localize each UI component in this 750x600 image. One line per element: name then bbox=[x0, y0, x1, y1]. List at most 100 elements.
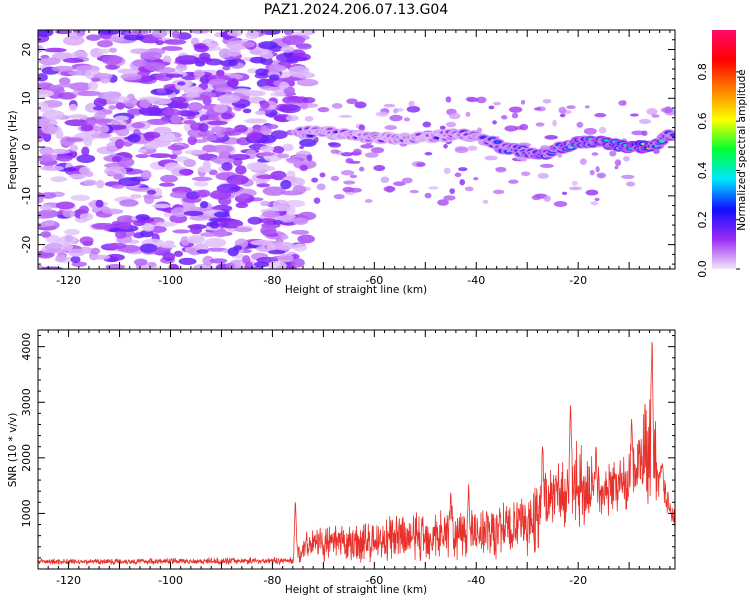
spectrogram-noise-cell bbox=[39, 146, 54, 156]
spectrogram-faint-cell bbox=[594, 197, 600, 202]
spectrogram-faint-cell bbox=[384, 125, 398, 131]
spectrogram-faint-cell bbox=[501, 115, 508, 120]
spectrogram-faint-cell bbox=[631, 130, 646, 136]
spectrogram-noise-cell bbox=[219, 59, 238, 67]
spectrogram-noise-cell bbox=[41, 124, 58, 135]
top-x-axis: -120 -100 -80 -60 -40 -20 bbox=[37, 30, 671, 287]
spectrogram-noise-cell bbox=[48, 86, 65, 91]
spectrogram-noise-cell bbox=[119, 199, 139, 207]
spectrogram-noise-cell bbox=[156, 88, 166, 94]
spectrogram-noise-cell bbox=[132, 59, 148, 67]
spectrogram-noise-cell bbox=[213, 104, 228, 113]
spectrogram-faint-cell bbox=[348, 187, 362, 193]
spectrogram-noise-cell bbox=[259, 151, 275, 157]
spectrogram-noise-cell bbox=[91, 132, 112, 139]
colorbar-gradient bbox=[712, 30, 736, 269]
spectrogram-noise-cell bbox=[266, 124, 279, 130]
spectrogram-faint-cell bbox=[579, 158, 587, 166]
spectrogram-noise-cell bbox=[210, 189, 232, 200]
spectrogram-noise-cell bbox=[68, 103, 78, 112]
spectrogram-noise-cell bbox=[41, 266, 64, 269]
spectrogram-faint-cell bbox=[465, 111, 471, 117]
spectrogram-noise-cell bbox=[259, 145, 275, 153]
spectrogram-noise-cell bbox=[96, 40, 114, 48]
spectrogram-noise-cell bbox=[279, 81, 290, 89]
spectrogram-noise-cell bbox=[184, 149, 208, 155]
spectrogram-noise-cell bbox=[202, 134, 218, 142]
spectrogram-noise-cell bbox=[145, 118, 170, 125]
spectrogram-noise-cell bbox=[143, 62, 166, 71]
spectrogram-noise-cell bbox=[152, 187, 163, 197]
spectrogram-noise-cell bbox=[102, 208, 124, 215]
spectrogram-noise-cell bbox=[107, 257, 119, 263]
spectrogram-noise-cell bbox=[115, 102, 125, 110]
spectrogram-noise-cell bbox=[64, 119, 89, 127]
spectrogram-faint-cell bbox=[596, 172, 606, 179]
spectrogram-faint-cell bbox=[448, 112, 461, 120]
spectrogram-noise-cell bbox=[185, 191, 201, 200]
spectrogram-noise-cell bbox=[244, 261, 254, 269]
spectrogram-faint-cell bbox=[495, 166, 507, 173]
spectrogram-noise-cell bbox=[65, 137, 84, 142]
spectrogram-noise-cell bbox=[187, 102, 204, 112]
spectrogram-faint-cell bbox=[331, 102, 343, 109]
spectrogram-noise-cell bbox=[38, 209, 59, 219]
spectrogram-noise-cell bbox=[258, 218, 277, 224]
spectrogram-noise-cell bbox=[149, 153, 173, 159]
spectrogram-noise-cell bbox=[179, 168, 194, 176]
spectrogram-noise-cell bbox=[130, 194, 142, 199]
spectrogram-noise-cell bbox=[178, 257, 197, 266]
spectrogram-noise-cell bbox=[67, 70, 90, 76]
spectrogram-noise-cell bbox=[197, 165, 212, 173]
spectrogram-noise-cell bbox=[40, 165, 65, 171]
spectrogram-noise-cell bbox=[133, 258, 148, 266]
spectrogram-noise-cell bbox=[246, 118, 265, 123]
spectrogram-faint-cell bbox=[618, 100, 627, 106]
spectrogram-faint-cell bbox=[553, 200, 568, 208]
tick-label: -80 bbox=[263, 574, 281, 587]
spectrogram-faint-cell bbox=[584, 105, 590, 109]
spectrogram-noise-cell bbox=[227, 77, 239, 88]
colorbar-tick-label: 0.2 bbox=[696, 211, 709, 229]
spectrogram-noise-cell bbox=[64, 228, 80, 236]
spectrogram-noise-cell bbox=[272, 220, 283, 225]
spectrogram-faint-cell bbox=[424, 192, 432, 199]
spectrogram-faint-cell bbox=[353, 148, 362, 155]
spectrogram-faint-cell bbox=[535, 122, 545, 127]
spectrogram-faint-cell bbox=[316, 183, 326, 191]
chart-title: PAZ1.2024.206.07.13.G04 bbox=[264, 2, 449, 18]
spectrogram-noise-cell bbox=[170, 264, 180, 269]
spectrogram-noise-cell bbox=[135, 153, 150, 159]
spectrogram-noise-cell bbox=[123, 34, 144, 41]
spectrogram-noise-cell bbox=[59, 235, 78, 244]
spectrogram-noise-cell bbox=[249, 49, 262, 54]
spectrogram-noise-cell bbox=[51, 65, 75, 72]
spectrogram-faint-cell bbox=[539, 163, 554, 168]
spectrogram-noise-cell bbox=[94, 111, 107, 120]
spectrogram-noise-cell bbox=[176, 32, 192, 40]
spectrogram-noise-cell bbox=[137, 148, 148, 154]
spectrogram-faint-cell bbox=[639, 118, 652, 124]
spectrogram-faint-cell bbox=[568, 186, 583, 191]
spectrogram-noise-cell bbox=[63, 167, 77, 172]
spectrogram-noise-cell bbox=[292, 185, 307, 195]
spectrogram-noise-cell bbox=[70, 256, 81, 264]
spectrogram-faint-cell bbox=[333, 194, 345, 200]
spectrogram-noise-cell bbox=[169, 191, 189, 199]
spectrogram-noise-cell bbox=[116, 215, 136, 224]
spectrogram-faint-cell bbox=[598, 126, 607, 134]
spectrogram-noise-cell bbox=[85, 171, 94, 177]
spectrogram-faint-cell bbox=[403, 117, 411, 122]
spectrogram-noise-cell bbox=[226, 30, 243, 37]
spectrogram-noise-cell bbox=[50, 176, 68, 183]
spectrogram-noise-cell bbox=[38, 89, 55, 98]
snr-frame bbox=[37, 329, 676, 570]
spectrogram-noise-cell bbox=[96, 179, 105, 189]
spectrogram-noise-cell bbox=[90, 247, 101, 255]
spectrogram-noise-cell bbox=[208, 78, 227, 86]
spectrogram-faint-cell bbox=[364, 152, 379, 158]
spectrogram-noise-cell bbox=[106, 64, 118, 70]
spectrogram-noise-cell bbox=[286, 158, 301, 164]
spectrogram-noise-cell bbox=[147, 261, 157, 268]
spectrogram-faint-cell bbox=[566, 105, 576, 109]
